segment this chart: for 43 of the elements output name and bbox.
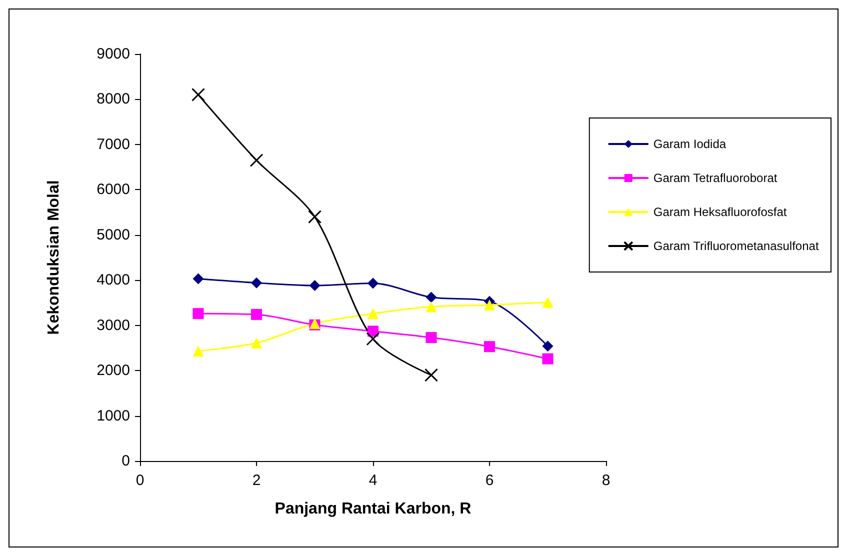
point — [309, 280, 320, 292]
x-tick-label: 0 — [136, 472, 144, 489]
y-tick-label: 2000 — [96, 362, 130, 380]
x-tick-label: 2 — [252, 472, 261, 489]
legend-label: Garam Trifluorometanasulfonat — [653, 239, 820, 253]
x-axis-title: Panjang Rantai Karbon, R — [274, 500, 472, 518]
y-axis-title: Kekonduksian Molal — [46, 180, 62, 335]
point — [250, 154, 264, 168]
point — [251, 337, 262, 348]
y-tick-label: 6000 — [96, 181, 130, 198]
point — [192, 273, 204, 284]
point — [542, 353, 554, 364]
y-tick-label: 9000 — [96, 46, 130, 62]
y-tick-label: 4000 — [96, 272, 130, 289]
legend-label: Garam Heksafluorofosfat — [653, 205, 788, 219]
x-tick-label: 4 — [368, 472, 378, 489]
y-tick-label: 1000 — [96, 407, 130, 424]
point — [426, 301, 437, 312]
point — [484, 299, 495, 310]
y-tick-label: 5000 — [96, 226, 130, 244]
point — [251, 308, 262, 320]
x-tick-label: 6 — [485, 472, 494, 489]
legend-label: Garam Iodida — [653, 137, 726, 151]
y-tick-label: 7000 — [96, 136, 130, 153]
legend-label: Garam Tetrafluoroborat — [653, 171, 778, 185]
point — [368, 278, 378, 289]
point — [251, 277, 262, 288]
point — [192, 346, 204, 357]
point — [368, 308, 378, 320]
point — [484, 341, 495, 352]
point — [192, 308, 204, 320]
x-tick-label: 8 — [602, 472, 610, 489]
point — [192, 88, 205, 102]
y-tick-label: 8000 — [96, 90, 130, 108]
point — [426, 332, 437, 344]
point — [366, 332, 380, 346]
y-tick-label: 0 — [122, 452, 130, 470]
y-tick-label: 3000 — [96, 316, 130, 334]
point — [308, 210, 322, 224]
point — [542, 296, 554, 308]
point — [426, 292, 437, 303]
point — [542, 340, 554, 352]
point — [424, 368, 438, 382]
